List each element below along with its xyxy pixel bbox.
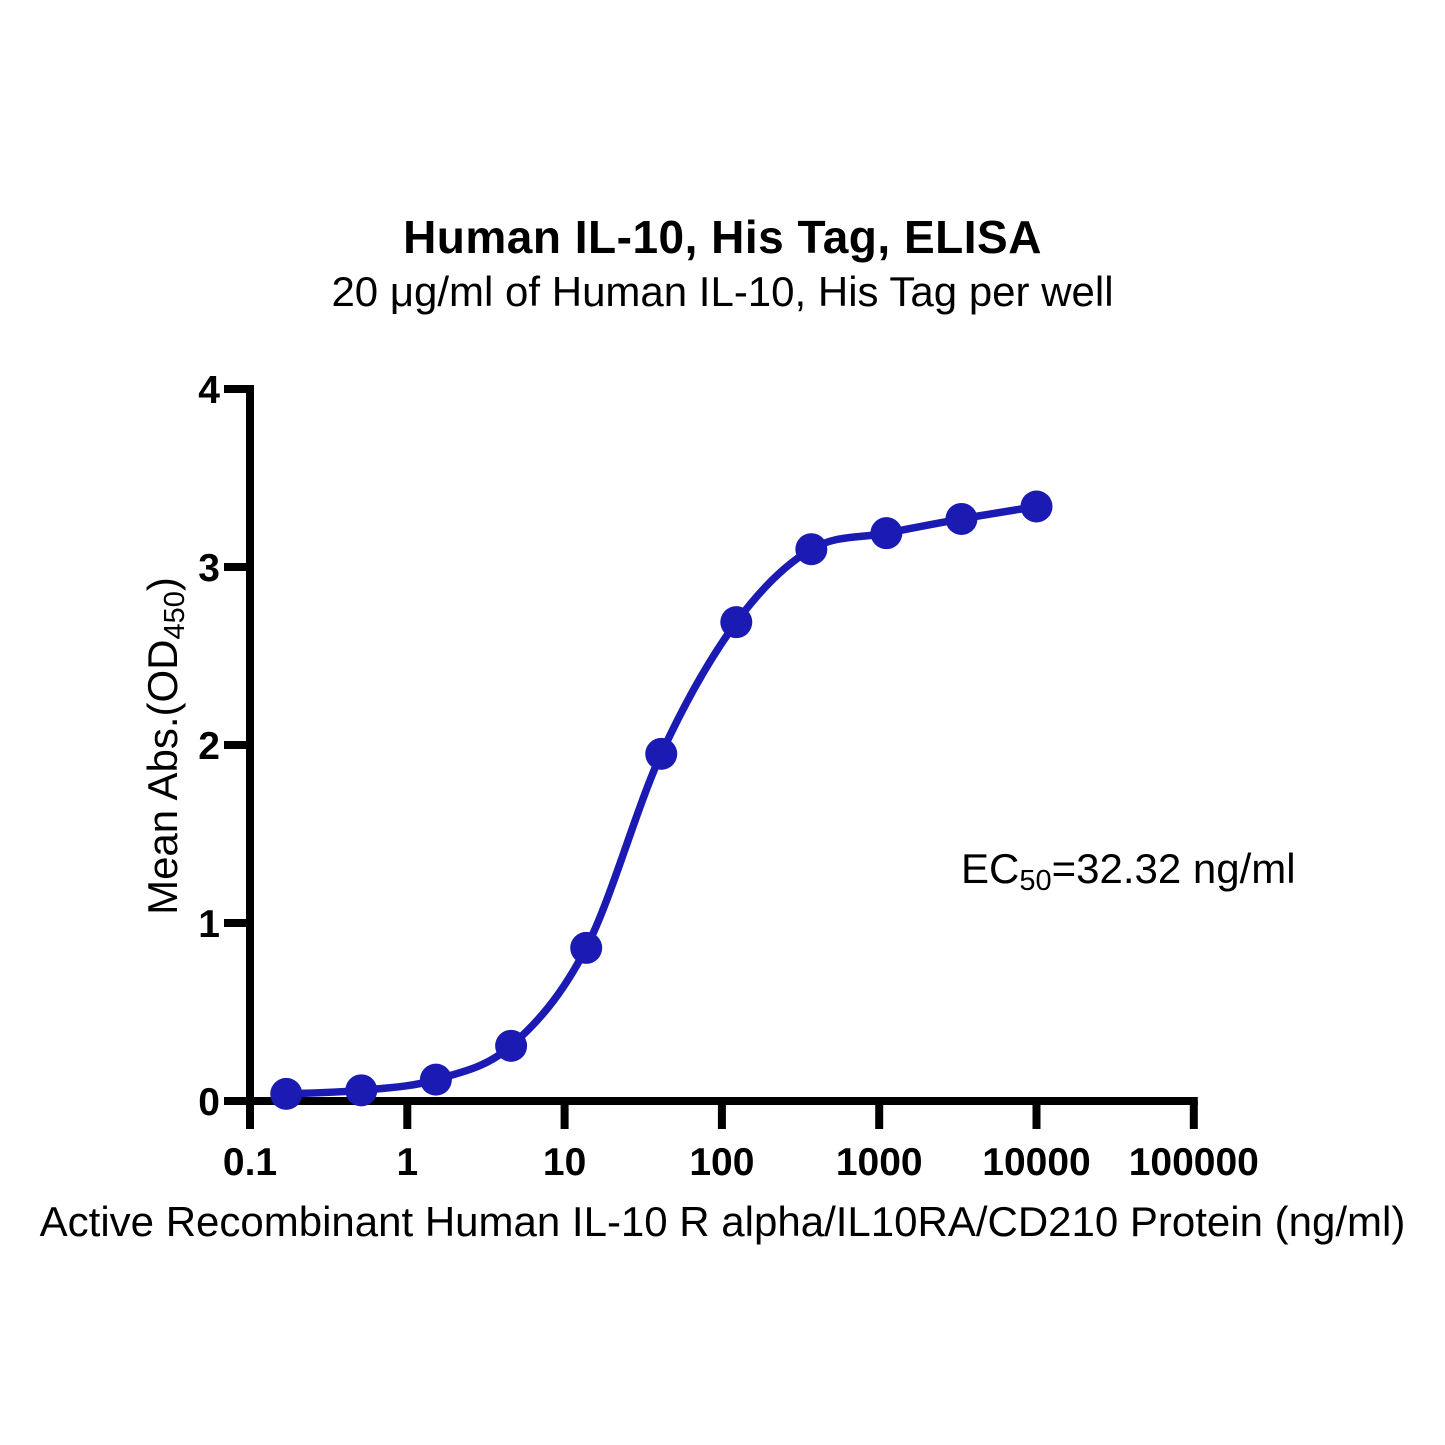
x-tick-label: 100 <box>689 1141 754 1184</box>
data-point <box>570 931 603 964</box>
x-tick-label: 0.1 <box>223 1141 277 1184</box>
data-point <box>720 606 753 639</box>
x-tick-label: 100000 <box>1129 1141 1259 1184</box>
y-tick-label: 0 <box>198 1081 220 1124</box>
data-point <box>270 1077 303 1110</box>
data-point <box>1020 490 1053 523</box>
x-tick-label: 10 <box>543 1141 586 1184</box>
ec50-subscript: 50 <box>1019 865 1052 897</box>
fit-curve <box>282 502 1041 1098</box>
x-tick-label: 10000 <box>982 1141 1090 1184</box>
y-tick-label: 4 <box>198 369 220 412</box>
x-tick-label: 1000 <box>836 1141 923 1184</box>
data-point <box>795 533 828 566</box>
ec50-prefix: EC <box>961 845 1020 892</box>
x-tick-label: 1 <box>396 1141 418 1184</box>
data-point <box>945 502 978 535</box>
y-tick-label: 2 <box>198 725 220 768</box>
y-tick-label: 1 <box>198 903 220 946</box>
ec50-value: =32.32 ng/ml <box>1051 845 1296 892</box>
data-point <box>645 737 678 770</box>
axes <box>246 385 1198 1105</box>
data-point <box>345 1074 378 1107</box>
chart-title: Human IL-10, His Tag, ELISA <box>403 211 1042 263</box>
chart-subtitle: 20 μg/ml of Human IL-10, His Tag per wel… <box>331 268 1114 315</box>
ec50-annotation: EC50=32.32 ng/ml <box>961 845 1296 897</box>
data-point <box>870 517 903 550</box>
data-point <box>495 1029 528 1062</box>
data-point <box>419 1063 452 1096</box>
x-axis-title: Active Recombinant Human IL-10 R alpha/I… <box>39 1198 1406 1245</box>
y-tick-label: 3 <box>198 547 220 590</box>
